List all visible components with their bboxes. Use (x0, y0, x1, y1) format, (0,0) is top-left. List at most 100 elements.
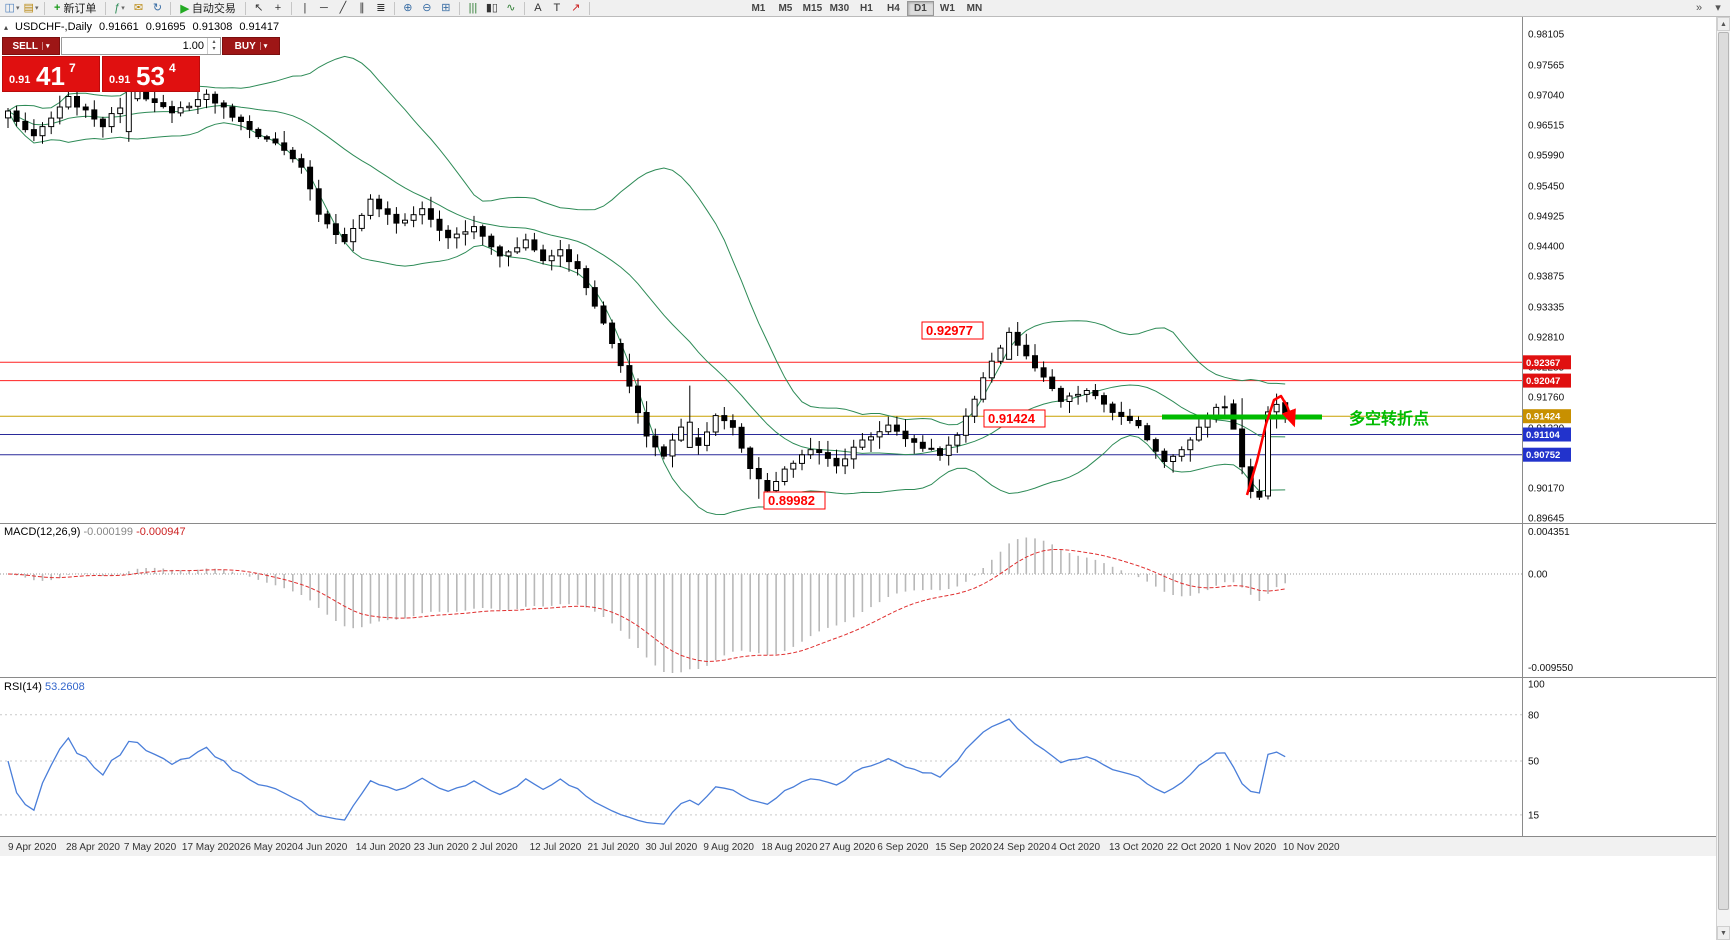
text-icon[interactable]: A (534, 1, 542, 14)
sell-button[interactable]: SELL ▾ (2, 37, 60, 55)
price-label-box[interactable] (921, 321, 984, 340)
timeframe-m15[interactable]: M15 (802, 2, 823, 14)
crosshair-icon[interactable]: + (274, 1, 282, 14)
profiles-icon[interactable]: ▤ ▾ (23, 1, 39, 14)
ohlc-open: 0.91661 (99, 21, 139, 33)
mailbox-icon[interactable]: ✉ (133, 1, 144, 14)
timeframe-d1[interactable]: D1 (906, 0, 934, 16)
turning-point-label[interactable]: 多空转折点 (1349, 409, 1429, 428)
price-label-box[interactable] (983, 409, 1046, 428)
svg-text:0.90752: 0.90752 (1526, 450, 1560, 461)
ohlc-close: 0.91417 (239, 21, 280, 33)
timeframe-h1[interactable]: H1 (860, 2, 873, 14)
buy-dropdown-icon[interactable]: ▾ (259, 42, 267, 50)
chart-symbol-ohlc: ▴ USDCHF-,Daily 0.91661 0.91695 0.91308 … (4, 21, 279, 33)
svg-text:1 Nov 2020: 1 Nov 2020 (1225, 842, 1277, 853)
price-label-text: 0.91424 (988, 411, 1036, 426)
scroll-up-icon[interactable]: ▲ (1717, 17, 1730, 31)
svg-text:0.91760: 0.91760 (1528, 393, 1565, 404)
sell-dropdown-icon[interactable]: ▾ (42, 42, 50, 50)
zoom-out-icon[interactable]: ⊖ (422, 1, 432, 14)
svg-text:9 Aug 2020: 9 Aug 2020 (703, 842, 754, 853)
buy-button[interactable]: BUY ▾ (222, 37, 280, 55)
timeframe-w1[interactable]: W1 (939, 2, 955, 14)
svg-text:15: 15 (1528, 810, 1540, 821)
new-order-button[interactable]: + 新订单 (49, 1, 101, 16)
macd-label: MACD(12,26,9) -0.000199 -0.000947 (4, 526, 186, 538)
time-axis-background[interactable] (0, 837, 1716, 856)
toolbar-overflow-icon[interactable]: » (1695, 1, 1703, 14)
svg-text:9 Apr 2020: 9 Apr 2020 (8, 842, 57, 853)
svg-text:15 Sep 2020: 15 Sep 2020 (935, 842, 992, 853)
autotrading-button-icon: ▶ (180, 2, 189, 15)
collapse-icon[interactable]: ▴ (4, 22, 9, 32)
arrow-tool-icon[interactable]: ↗ (571, 1, 581, 14)
svg-text:30 Jul 2020: 30 Jul 2020 (646, 842, 698, 853)
toolbar-separator (244, 1, 246, 15)
price-label-boxes[interactable]: 0.92977 0.91424 0.89982 (763, 321, 1046, 510)
channel-icon[interactable]: ∥ (359, 1, 365, 14)
svg-text:0.96515: 0.96515 (1528, 121, 1565, 132)
candles-layer (5, 65, 1289, 502)
refresh-icon[interactable]: ↻ (152, 1, 163, 14)
macd-axis[interactable]: 0.004351 0.00 -0.009550 (1528, 527, 1573, 674)
time-axis[interactable]: 9 Apr 2020 28 Apr 2020 7 May 2020 17 May 20… (8, 842, 1340, 853)
vertical-scrollbar[interactable]: ▲ ▼ (1716, 17, 1730, 940)
timeframe-h4[interactable]: H4 (887, 2, 900, 14)
volume-stepper[interactable]: ▴ ▾ (207, 38, 220, 54)
svg-text:28 Apr 2020: 28 Apr 2020 (66, 842, 120, 853)
volume-field[interactable] (62, 38, 207, 54)
svg-text:50: 50 (1528, 757, 1540, 768)
autotrading-button[interactable]: ▶ 自动交易 (175, 1, 240, 16)
svg-text:0.00: 0.00 (1528, 570, 1548, 581)
svg-text:21 Jul 2020: 21 Jul 2020 (588, 842, 640, 853)
vertical-line-icon[interactable]: | (303, 1, 307, 14)
timeframe-m5[interactable]: M5 (778, 2, 793, 14)
one-click-trading-panel: SELL ▾ ▴ ▾ BUY ▾ 0.91 41 7 0.91 (2, 37, 280, 92)
timeframe-m30[interactable]: M30 (829, 2, 850, 14)
scroll-down-icon[interactable]: ▼ (1717, 926, 1730, 940)
buy-button-label: BUY (234, 40, 256, 52)
bar-chart-icon[interactable]: ||| (468, 1, 478, 14)
line-chart-icon[interactable]: ∿ (506, 1, 516, 14)
autotrading-button-label: 自动交易 (191, 3, 236, 15)
zoom-in-icon[interactable]: ⊕ (403, 1, 413, 14)
axis-badge (1523, 447, 1571, 462)
svg-text:80: 80 (1528, 710, 1540, 721)
svg-text:0.91424: 0.91424 (1526, 412, 1561, 423)
horizontal-line-icon[interactable]: ─ (320, 1, 328, 14)
price-label-box[interactable] (763, 491, 826, 510)
svg-text:0.93335: 0.93335 (1528, 302, 1565, 313)
timeframe-m1[interactable]: M1 (751, 2, 766, 14)
toolbar-separator (44, 1, 45, 15)
indicators-icon[interactable]: ƒ ▾ (114, 1, 125, 14)
volume-up-icon[interactable]: ▴ (212, 38, 216, 45)
tile-windows-icon[interactable]: ⊞ (441, 1, 451, 14)
new-chart-icon[interactable]: ◫ ▾ (4, 1, 20, 14)
svg-text:0.93875: 0.93875 (1528, 272, 1565, 283)
rsi-axis[interactable]: 100 80 50 15 (1528, 680, 1545, 822)
axis-badge (1523, 373, 1571, 388)
cursor-icon[interactable]: ↖ (254, 1, 264, 14)
fibonacci-icon[interactable]: ≣ (376, 1, 386, 14)
svg-text:27 Aug 2020: 27 Aug 2020 (819, 842, 876, 853)
svg-text:0.94400: 0.94400 (1528, 242, 1565, 253)
volume-down-icon[interactable]: ▾ (212, 46, 216, 52)
toolbar-separator (170, 1, 172, 15)
text-label-icon[interactable]: T (553, 1, 561, 14)
scrollbar-thumb[interactable] (1718, 32, 1729, 910)
candle-chart-icon[interactable]: ▮▯ (485, 1, 498, 14)
svg-text:22 Oct 2020: 22 Oct 2020 (1167, 842, 1222, 853)
svg-text:23 Jun 2020: 23 Jun 2020 (414, 842, 469, 853)
sell-price-box[interactable]: 0.91 41 7 (2, 56, 100, 92)
svg-text:0.92367: 0.92367 (1526, 358, 1560, 369)
timeframe-group: M1 M5 M15 M30 H1 H4 D1 W1 MN (745, 0, 988, 16)
trendline-icon[interactable]: ╱ (339, 1, 347, 14)
timeframe-mn[interactable]: MN (966, 2, 983, 14)
price-label-text: 0.89982 (768, 493, 815, 508)
buy-price-box[interactable]: 0.91 53 4 (102, 56, 200, 92)
red-arrow-annotation[interactable] (1245, 394, 1296, 496)
toolbar-options-icon[interactable]: ▾ (1715, 1, 1721, 14)
